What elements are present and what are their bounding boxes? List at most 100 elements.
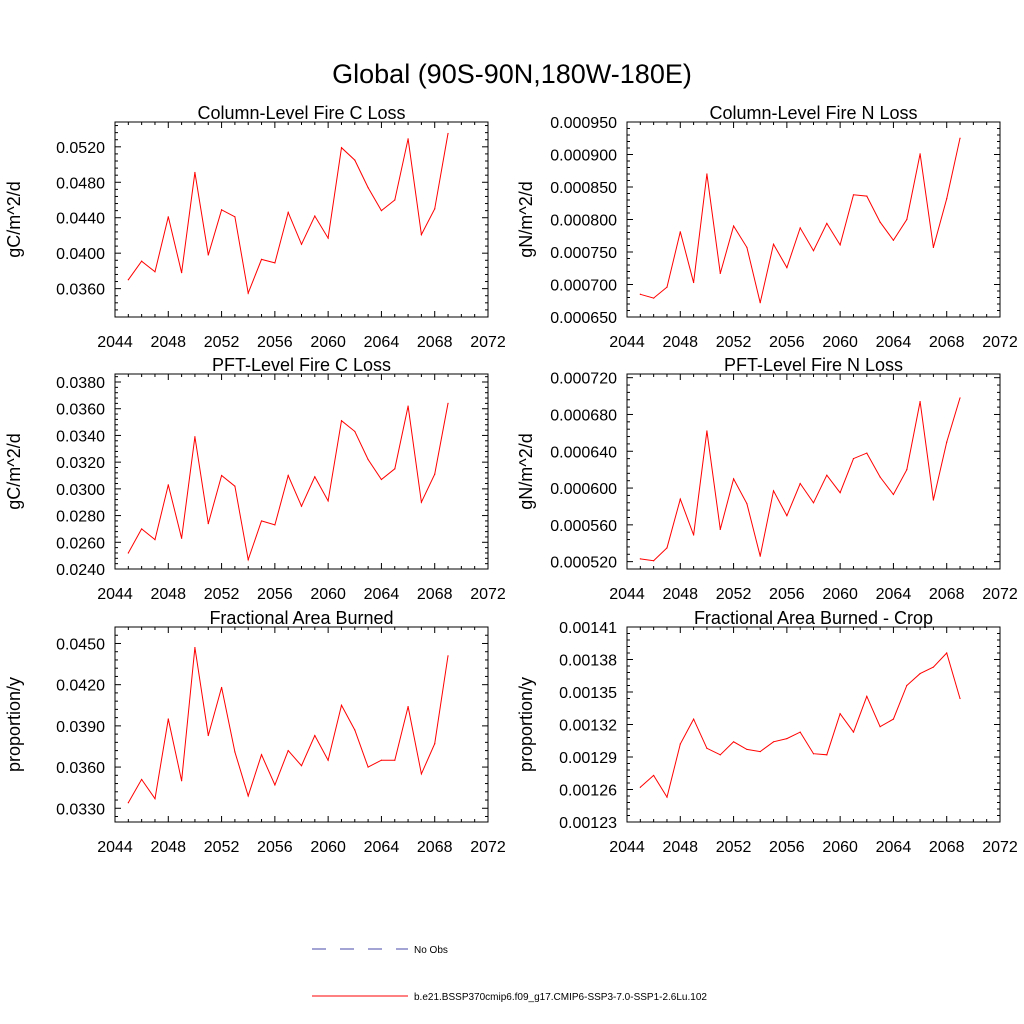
x-tick-label: 2068	[929, 334, 965, 351]
data-point	[693, 281, 695, 284]
chart-panel-1: 2044 2048 2052 2056 2060 2064 2068 2072 0.0360 0.…	[4, 103, 506, 351]
x-tick-label: 2048	[150, 839, 186, 856]
data-point	[866, 452, 868, 454]
data-point	[706, 747, 708, 749]
plot-frame	[114, 626, 489, 823]
data-point	[434, 208, 436, 210]
data-point	[653, 560, 655, 562]
data-point	[959, 697, 961, 700]
y-axis-label: gC/m^2/d	[4, 433, 24, 509]
data-point	[799, 227, 801, 229]
data-point	[826, 222, 828, 224]
y-tick-label: 0.0360	[56, 760, 105, 777]
panels: 2044 2048 2052 2056 2060 2064 2068 2072 0.0360 0.…	[4, 103, 1018, 856]
series-line	[127, 133, 449, 295]
data-point	[852, 194, 855, 196]
data-point	[666, 547, 668, 549]
data-point	[666, 286, 668, 288]
data-point	[194, 436, 196, 438]
y-tick-label: 0.000800	[550, 213, 617, 230]
data-point	[852, 458, 855, 460]
y-tick-label: 0.0360	[56, 282, 105, 299]
series-line	[640, 397, 961, 562]
data-point	[340, 704, 343, 706]
x-tick-label: 2044	[97, 586, 133, 603]
x-tick-label: 2060	[822, 586, 858, 603]
data-point	[879, 476, 881, 478]
data-point	[679, 498, 681, 500]
data-point	[194, 171, 196, 174]
data-point	[287, 749, 289, 752]
x-tick-label: 2048	[150, 586, 186, 603]
data-point	[786, 515, 788, 517]
x-tick-label: 2064	[364, 839, 400, 856]
data-point	[906, 218, 908, 221]
data-point	[181, 272, 183, 274]
x-tick-label: 2068	[929, 586, 965, 603]
data-point	[407, 405, 409, 407]
data-point	[719, 272, 721, 275]
data-point	[407, 706, 409, 708]
data-point	[786, 267, 788, 269]
y-tick-label: 0.0450	[56, 636, 105, 653]
data-point	[367, 186, 369, 189]
legend: No Obs b.e21.BSSP370cmip6.f09_g17.CMIP6-…	[312, 945, 707, 1003]
x-tick-label: 2044	[97, 839, 133, 856]
data-point	[906, 469, 908, 471]
x-tick-label: 2044	[609, 334, 645, 351]
data-point	[141, 260, 143, 262]
data-point	[274, 524, 276, 526]
panel-title: PFT-Level Fire N Loss	[724, 355, 903, 375]
data-point	[167, 484, 169, 486]
data-point	[434, 473, 436, 475]
data-point	[879, 221, 881, 223]
data-point	[220, 686, 223, 689]
data-point	[719, 528, 721, 531]
data-point	[732, 225, 735, 227]
data-point	[746, 503, 748, 505]
data-point	[367, 766, 369, 768]
legend-model-label: b.e21.BSSP370cmip6.f09_g17.CMIP6-SSP3-7.…	[414, 992, 707, 1003]
data-point	[234, 485, 236, 487]
y-tick-label: 0.000720	[550, 371, 617, 388]
x-tick-label: 2056	[769, 334, 805, 351]
legend-no-obs-label: No Obs	[414, 945, 448, 956]
y-tick-label: 0.0390	[56, 719, 105, 736]
data-point	[300, 505, 303, 507]
data-point	[746, 748, 748, 751]
series-line	[127, 647, 449, 804]
x-tick-label: 2052	[716, 334, 752, 351]
y-axis-label: proportion/y	[516, 677, 536, 772]
data-point	[154, 271, 156, 273]
data-point	[314, 734, 316, 737]
y-tick-label: 0.000950	[550, 115, 617, 132]
y-tick-label: 0.0380	[56, 375, 105, 392]
data-point	[879, 726, 881, 728]
x-tick-label: 2068	[417, 586, 453, 603]
data-point	[407, 138, 409, 140]
y-tick-label: 0.00126	[559, 783, 617, 800]
data-point	[300, 765, 303, 767]
data-point	[732, 741, 735, 743]
data-point	[247, 292, 249, 294]
y-tick-label: 0.000640	[550, 444, 617, 461]
x-tick-label: 2068	[417, 839, 453, 856]
y-tick-label: 0.0260	[56, 535, 105, 552]
data-point	[906, 684, 908, 687]
y-tick-label: 0.0280	[56, 509, 105, 526]
x-tick-label: 2056	[257, 586, 293, 603]
y-tick-label: 0.00123	[559, 815, 617, 832]
data-point	[367, 458, 369, 461]
x-tick-label: 2064	[364, 586, 400, 603]
x-tick-label: 2052	[716, 586, 752, 603]
data-point	[154, 539, 156, 541]
chart-panel-4: 2044 2048 2052 2056 2060 2064 2068 2072 0.000520…	[516, 355, 1018, 603]
data-point	[772, 741, 775, 743]
chart-panel-2: 2044 2048 2052 2056 2060 2064 2068 2072 0.000650…	[516, 103, 1018, 351]
data-point	[666, 796, 668, 798]
data-point	[394, 468, 396, 470]
data-point	[892, 239, 895, 241]
data-point	[706, 430, 708, 432]
data-point	[679, 743, 681, 745]
plot-frame	[626, 373, 1001, 570]
